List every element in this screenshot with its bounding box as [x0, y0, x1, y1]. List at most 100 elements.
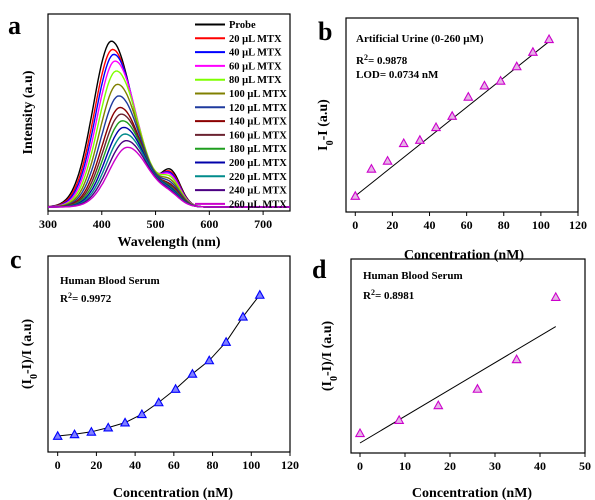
panel-d-xtick-label: 40	[534, 459, 546, 473]
panel-letter-d: d	[312, 255, 327, 284]
panel-c-fit-curve	[57, 294, 261, 437]
panel-b-urine-calibration: 0 20 40 60 80 100 120 Concentration (nM) I0-I (a…	[316, 17, 587, 263]
panel-b-r-squared: R2= 0.9878	[356, 53, 408, 68]
panel-d-x-axis-title: Concentration (nM)	[412, 486, 532, 500]
panel-a-xtick-label: 400	[93, 217, 111, 231]
panel-d-y-axis-title: (I0-I)/I (a.u)	[320, 320, 340, 391]
panel-b-data-point	[350, 190, 361, 200]
panel-c-y-axis-title: (I0-I)/I (a.u)	[20, 318, 40, 389]
panel-b-data-point	[447, 110, 458, 120]
panel-a-emission-spectra: 300 400 500 600 700 Wavelength (nm) Intensity …	[21, 13, 291, 250]
panel-c-data-point	[254, 289, 265, 299]
panel-c-data-point	[52, 430, 63, 440]
panel-c-data-point	[153, 397, 164, 407]
panel-c-annotation-title: Human Blood Serum	[60, 275, 160, 287]
panel-letter-c: c	[10, 245, 22, 274]
panel-a-legend-entry: 260 μL MTX	[229, 199, 287, 210]
panel-a-legend-entry: 40 μL MTX	[229, 48, 282, 59]
panel-d-data-point	[472, 383, 483, 393]
panel-d-xtick-label: 30	[489, 459, 501, 473]
panel-c-xtick-label: 120	[281, 458, 299, 472]
panel-c-xtick-label: 100	[242, 458, 260, 472]
panel-a-xtick-label: 500	[147, 217, 165, 231]
panel-c-xtick-label: 40	[129, 458, 141, 472]
panel-d-xtick-label: 20	[444, 459, 456, 473]
panel-d-plot-frame	[350, 258, 586, 454]
panel-b-data-point	[463, 91, 474, 101]
panel-b-xtick-label: 40	[424, 218, 436, 232]
panel-a-legend-entry: 60 μL MTX	[229, 61, 282, 72]
panel-c-data-point	[237, 311, 249, 321]
panel-a-legend-entry: 80 μL MTX	[229, 75, 282, 86]
panel-b-data-point	[511, 61, 522, 71]
panel-a-legend-entry: 120 μL MTX	[229, 103, 287, 114]
panel-d-data-point	[394, 414, 405, 424]
panel-c-data-point	[136, 408, 148, 419]
panel-d-xtick-label: 50	[579, 459, 591, 473]
panel-a-legend-entry: 20 μL MTX	[229, 34, 282, 45]
panel-b-xtick-label: 0	[352, 218, 358, 232]
panel-c-data-point	[220, 336, 232, 346]
panel-a-legend-entry: 180 μL MTX	[229, 144, 287, 155]
panel-c-x-axis-title: Concentration (nM)	[113, 486, 233, 500]
panel-a-xtick-label: 700	[254, 217, 272, 231]
panel-b-xtick-label: 60	[461, 218, 473, 232]
panel-c-xtick-label: 80	[207, 458, 219, 472]
panel-d-data-point	[511, 354, 522, 364]
panel-d-r-squared: R2= 0.8981	[363, 288, 414, 303]
panel-a-legend-entry: Probe	[229, 20, 256, 31]
panel-a-xtick-label: 300	[39, 217, 57, 231]
panel-b-xtick-label: 120	[569, 218, 587, 232]
panel-a-legend-entry: 140 μL MTX	[229, 117, 287, 128]
panel-b-xtick-label: 80	[498, 218, 510, 232]
panel-a-x-axis-title: Wavelength (nm)	[117, 235, 220, 250]
panel-b-y-axis-title: I0-I (a.u)	[316, 99, 336, 151]
panel-b-data-point	[414, 134, 426, 144]
panel-b-xtick-label: 100	[532, 218, 550, 232]
panel-d-annotation-title: Human Blood Serum	[363, 270, 463, 282]
panel-c-data-point	[204, 355, 215, 365]
panel-a-legend-entry: 160 μL MTX	[229, 130, 287, 141]
panel-c-plot-frame	[47, 255, 291, 453]
panel-c-data-point	[103, 422, 114, 432]
panel-b-data-point	[495, 75, 506, 85]
panel-b-data-point	[382, 155, 393, 165]
panel-b-plot-frame	[345, 17, 579, 213]
panel-d-xtick-label: 10	[399, 459, 411, 473]
panel-letter-a: a	[8, 11, 21, 40]
panel-d-xtick-label: 0	[357, 459, 363, 473]
panel-d-data-point	[354, 427, 366, 438]
panel-c-xtick-label: 60	[168, 458, 180, 472]
panel-b-data-point	[527, 46, 539, 56]
panel-a-plot-frame	[47, 13, 291, 212]
panel-b-data-point	[543, 33, 555, 44]
panel-a-legend-entry: 240 μL MTX	[229, 186, 287, 197]
panel-c-data-point	[86, 426, 97, 436]
panel-c-data-point	[170, 383, 181, 393]
panel-c-data-point	[119, 417, 131, 427]
panel-b-data-point	[366, 163, 377, 173]
panel-d-data-point	[550, 291, 561, 301]
panel-a-spectrum-line	[48, 146, 290, 208]
panel-b-data-point	[479, 80, 490, 90]
panel-c-r-squared: R2= 0.9972	[60, 291, 112, 306]
panel-c-xtick-label: 20	[90, 458, 102, 472]
panel-b-annotation-lod: LOD= 0.0734 nM	[356, 69, 439, 81]
panel-a-y-axis-title: Intensity (a.u)	[21, 70, 36, 154]
panel-c-data-point	[187, 368, 198, 378]
panel-a-legend-entry: 200 μL MTX	[229, 158, 287, 169]
panel-d-serum-calibration: 0 10 20 30 40 50 Concentration (nM) (I0-I)/I (a…	[320, 258, 591, 500]
panel-d-fit-line	[359, 326, 557, 444]
panel-b-data-point	[398, 137, 409, 148]
panel-c-xtick-label: 0	[55, 458, 61, 472]
panel-d-data-point	[433, 399, 444, 410]
panel-a-legend-entry: 220 μL MTX	[229, 172, 287, 183]
panel-b-data-point	[430, 121, 442, 132]
panel-b-annotation-title: Artificial Urine (0-260 μM)	[356, 33, 484, 45]
panel-c-serum-calibration: 0 20 40 60 80 100 120 Concentration (nM) (I0-I)/…	[20, 255, 299, 500]
panel-b-x-axis-title: Concentration (nM)	[404, 248, 524, 263]
panel-b-xtick-label: 20	[386, 218, 398, 232]
panel-a-xtick-label: 600	[200, 217, 218, 231]
panel-letter-b: b	[318, 17, 332, 46]
